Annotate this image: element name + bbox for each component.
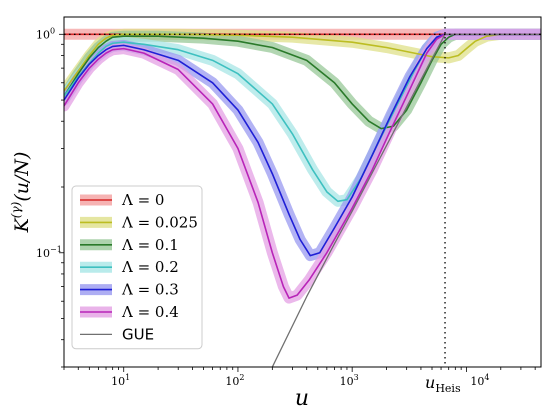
legend-label: Λ = 0.1 xyxy=(121,236,179,254)
x-tick-label: 103 xyxy=(340,373,359,388)
x-tick-label: 104 xyxy=(470,373,489,388)
series-line-gue xyxy=(271,33,541,367)
x-tick-label: 102 xyxy=(225,373,244,388)
y-tick-label: 100 xyxy=(36,26,55,41)
vline-label-text: uHeis xyxy=(425,373,461,395)
x-tick-label: 101 xyxy=(111,373,130,388)
series-line--0p3 xyxy=(64,33,541,257)
legend-label: Λ = 0.3 xyxy=(121,281,179,299)
series-line--0p4 xyxy=(64,33,541,299)
series-lines xyxy=(64,33,541,367)
series-line--0p1 xyxy=(64,33,541,130)
legend-label: Λ = 0 xyxy=(121,191,164,209)
legend-label: Λ = 0.4 xyxy=(121,303,179,321)
u-heis-label: uHeis xyxy=(425,373,461,395)
legend-label: Λ = 0.025 xyxy=(121,213,198,231)
legend-label: Λ = 0.2 xyxy=(121,258,179,276)
legend: Λ = 0 Λ = 0.025 Λ = 0.1 Λ = 0.2 Λ = 0.3 Λ = 0… xyxy=(71,185,203,350)
legend-label: GUE xyxy=(122,325,154,343)
y-tick-label: 10−1 xyxy=(36,245,62,260)
x-axis-label: u xyxy=(295,386,309,411)
series-line--0p025 xyxy=(64,33,541,92)
reference-lines xyxy=(64,17,541,367)
series-line--0p2 xyxy=(64,33,541,203)
y-axis-label: K(γ)(u/N) xyxy=(9,152,33,234)
plot-frame xyxy=(63,16,542,368)
